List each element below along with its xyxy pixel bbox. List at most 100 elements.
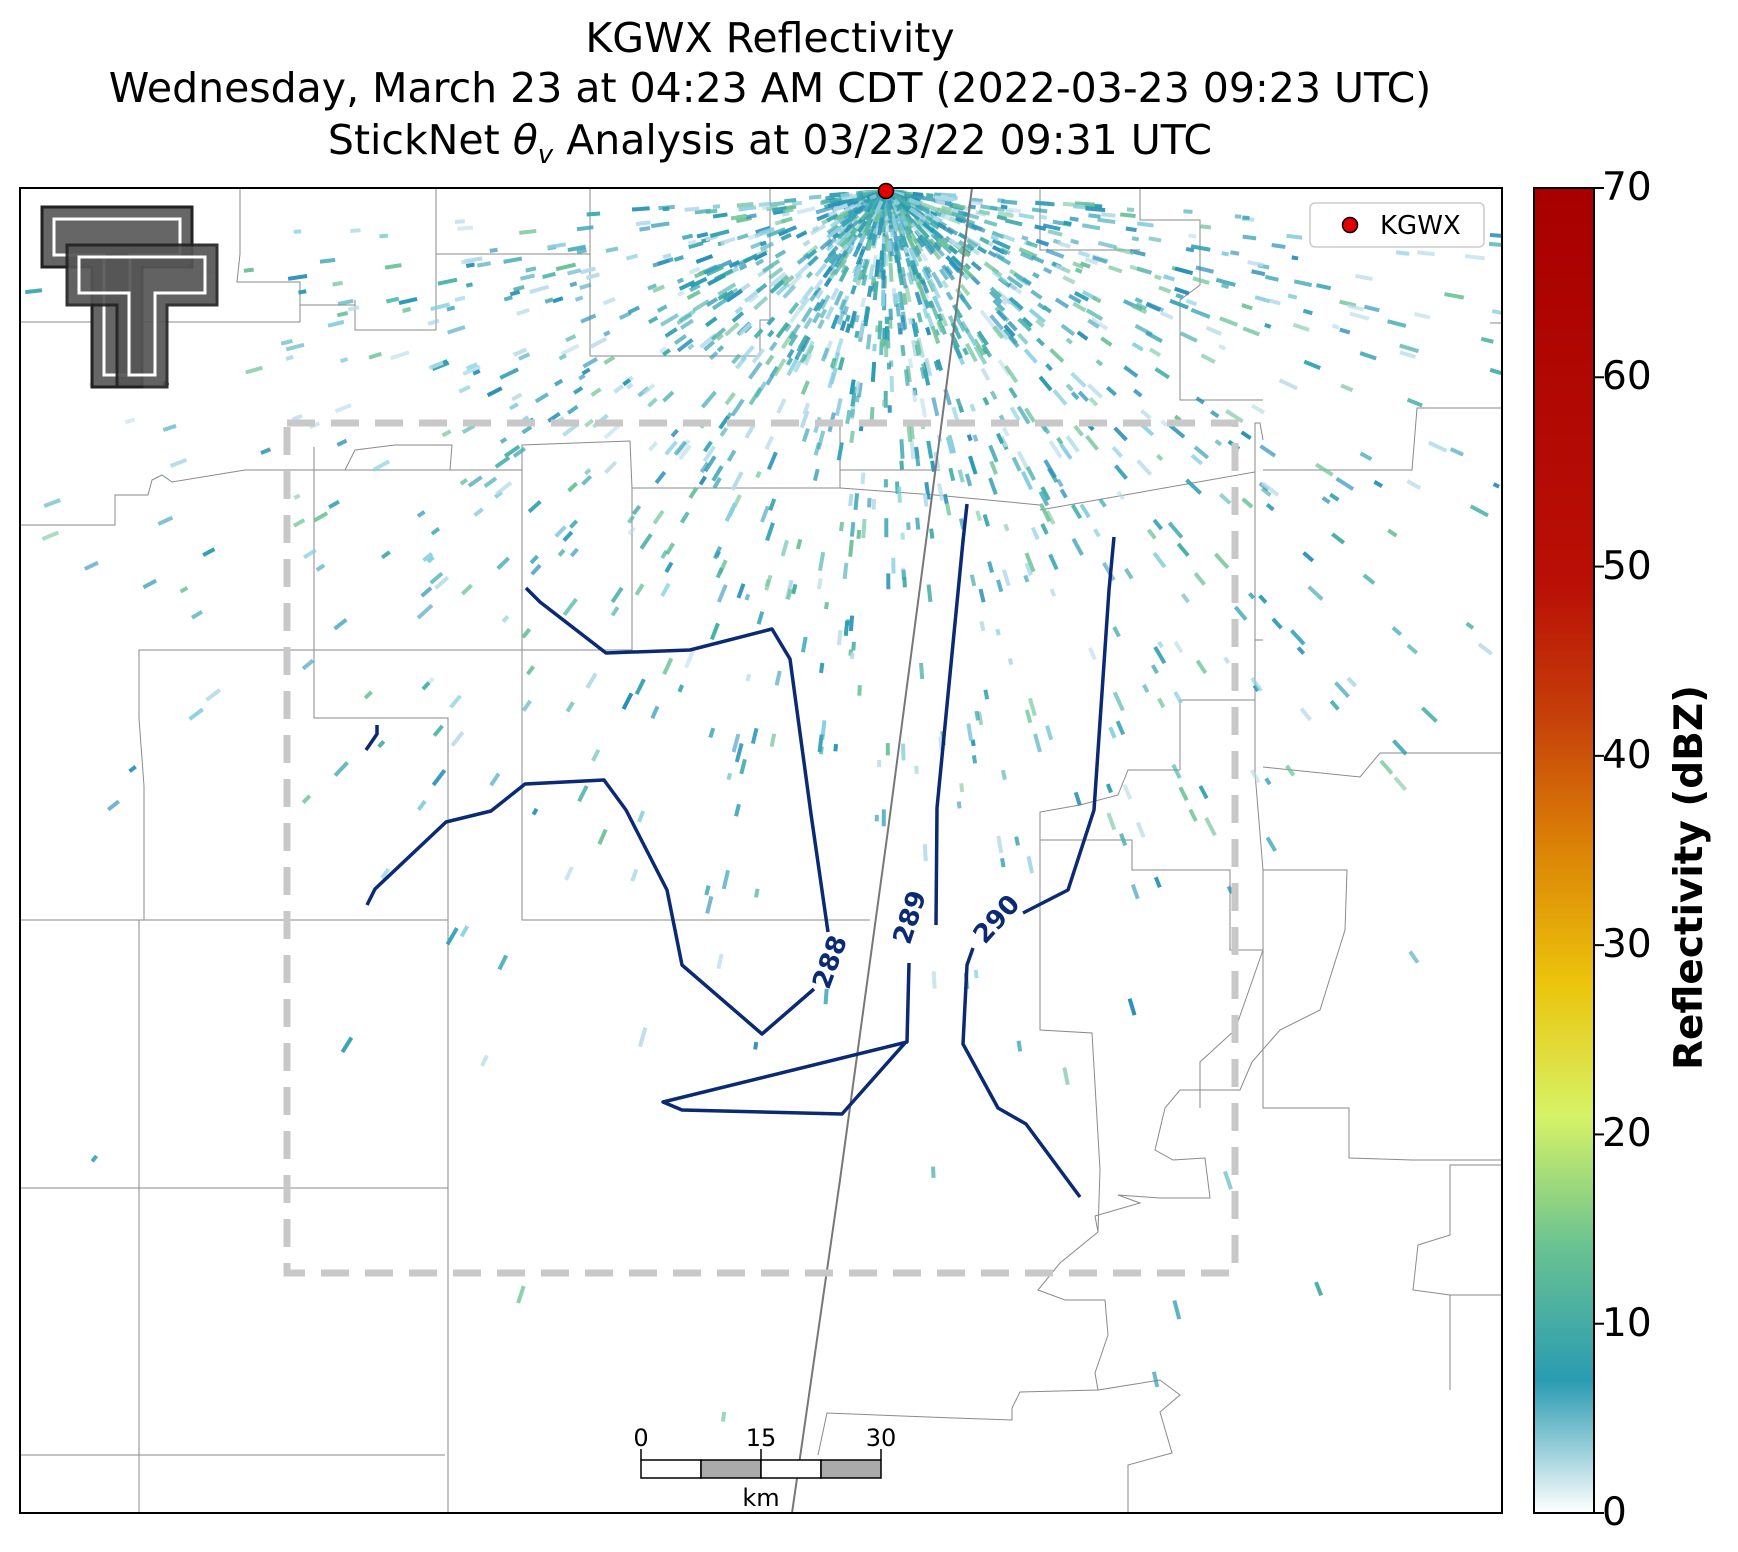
radar-echo-gate: [642, 383, 656, 395]
radar-echo-gate: [840, 264, 849, 274]
radar-echo-gate: [1334, 681, 1350, 699]
radar-echo-gate: [673, 255, 684, 262]
scale-tick-30: 30: [866, 1424, 897, 1452]
radar-echo-gate: [1444, 292, 1465, 300]
radar-echo-gate: [687, 239, 697, 246]
radar-echo-gate: [512, 446, 527, 458]
colorbar-tick-label: 30: [1602, 922, 1652, 968]
radar-echo-gate: [1307, 585, 1324, 601]
radar-echo-gate: [603, 330, 611, 337]
radar-echo-gate: [1195, 265, 1214, 274]
radar-echo-gate: [755, 283, 768, 294]
radar-echo-gate: [1173, 640, 1184, 654]
radar-echo-gate: [1032, 272, 1040, 279]
radar-echo-gate: [1264, 777, 1272, 786]
radar-echo-gate: [1134, 297, 1143, 304]
radar-echo-gate: [702, 445, 717, 463]
radar-echo-gate: [721, 869, 731, 890]
radar-echo-gate: [1088, 397, 1099, 407]
radar-echo-gate: [652, 284, 665, 294]
radar-echo-gate: [1241, 497, 1254, 509]
radar-echo-gate: [527, 500, 542, 514]
radar-echo-gate: [879, 250, 885, 261]
radar-echo-gate: [1113, 246, 1134, 256]
radar-echo-gate: [860, 297, 867, 308]
radar-echo-gate: [1167, 521, 1184, 539]
radar-echo-gate: [702, 440, 713, 453]
kgwx-legend-marker: [1341, 216, 1359, 234]
radar-echo-gate: [736, 583, 746, 599]
radar-echo-gate: [579, 282, 592, 290]
radar-echo-gate: [613, 384, 625, 394]
radar-echo-gate: [854, 330, 860, 339]
radar-echo-gate: [754, 888, 760, 898]
radar-echo-gate: [920, 279, 930, 294]
radar-echo-gate: [1413, 311, 1431, 320]
radar-echo-gate: [989, 390, 998, 401]
radar-echo-gate: [430, 526, 441, 536]
radar-echo-gate: [1391, 626, 1403, 637]
radar-echo-gate: [952, 203, 966, 210]
radar-echo-gate: [1042, 223, 1061, 232]
radar-echo-gate: [738, 322, 752, 336]
radar-echo-gate: [622, 378, 632, 387]
radar-echo-gate: [907, 317, 913, 325]
radar-echo-gate: [936, 200, 946, 206]
radar-echo-gate: [1105, 783, 1113, 794]
radar-echo-gate: [1056, 436, 1064, 445]
radar-echo-gate: [1135, 821, 1146, 838]
radar-echo-gate: [856, 219, 868, 233]
radar-echo-gate: [830, 314, 840, 330]
theta-v-contour-line: [661, 962, 911, 1116]
radar-echo-gate: [1399, 350, 1417, 360]
radar-echo-gate: [205, 688, 222, 702]
radar-echo-gate: [887, 240, 892, 252]
radar-echo-gate: [483, 476, 498, 489]
radar-echo-gate: [990, 234, 999, 242]
radar-echo-gate: [503, 295, 513, 302]
radar-echo-gate: [1086, 383, 1104, 399]
radar-echo-gate: [897, 322, 903, 335]
radar-echo-gate: [1359, 451, 1373, 461]
radar-echo-gate: [1173, 691, 1184, 705]
radar-echo-gate: [681, 233, 694, 240]
radar-echo-gate: [1129, 264, 1148, 274]
radar-echo-gate: [698, 475, 707, 486]
radar-echo-gate: [979, 620, 986, 632]
radar-echo-gate: [811, 225, 820, 232]
radar-echo-gate: [812, 468, 820, 482]
radar-echo-gate: [336, 310, 349, 318]
radar-echo-gate: [780, 216, 793, 224]
radar-echo-gate: [848, 493, 854, 507]
radar-echo-gate: [897, 486, 902, 503]
radar-echo-gate: [823, 249, 837, 264]
radar-echo-gate: [833, 743, 839, 752]
radar-echo-gate: [676, 338, 694, 353]
radar-echo-gate: [1000, 298, 1008, 306]
radar-echo-gate: [948, 467, 956, 482]
radar-echo-gate: [764, 578, 771, 587]
radar-echo-gate: [753, 1041, 759, 1050]
radar-echo-gate: [849, 522, 856, 537]
radar-echo-gate: [1242, 234, 1257, 241]
radar-echo-gate: [830, 287, 840, 301]
radar-echo-gate: [834, 249, 848, 268]
radar-echo-gate: [1159, 310, 1174, 320]
radar-echo-gate: [724, 321, 740, 337]
radar-echo-gate: [1043, 459, 1057, 479]
radar-echo-gate: [955, 216, 967, 224]
radar-echo-gate: [724, 392, 736, 406]
radar-echo-gate: [872, 216, 881, 235]
radar-echo-gate: [886, 362, 892, 370]
radar-echo-gate: [416, 799, 427, 811]
radar-echo-gate: [936, 321, 945, 333]
radar-echo-gate: [1406, 479, 1422, 490]
radar-echo-gate: [877, 320, 883, 340]
radar-echo-gate: [836, 310, 846, 325]
radar-echo-gate: [765, 375, 774, 386]
radar-echo-gate: [1049, 588, 1057, 597]
radar-echo-gate: [1129, 248, 1146, 257]
radar-echo-gate: [1088, 213, 1101, 219]
radar-echo-gate: [754, 228, 773, 239]
radar-echo-gate: [1395, 250, 1410, 256]
